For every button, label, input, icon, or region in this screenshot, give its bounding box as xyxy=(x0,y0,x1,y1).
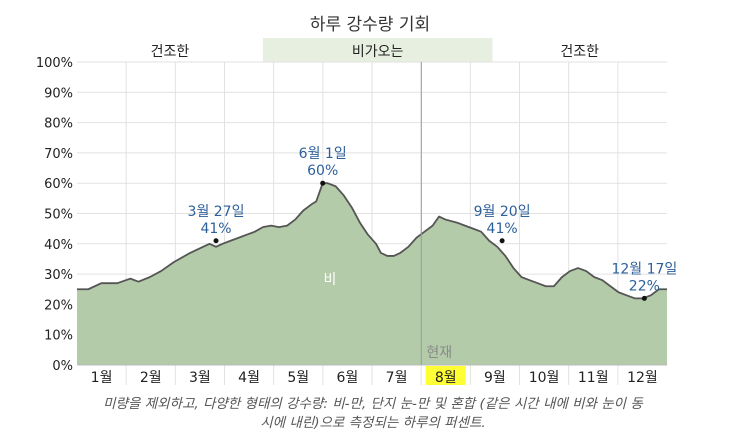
x-tick-3: 4월 xyxy=(238,370,260,386)
season-band-1 xyxy=(262,38,493,62)
x-tick-0: 1월 xyxy=(91,370,113,386)
annotation-value-3: 22% xyxy=(629,278,660,294)
y-axis: 0% 10% 20% 30% 40% 50% 60% 70% 80% 90% 100% xyxy=(36,56,73,374)
annotation-date-1: 6월 1일 xyxy=(299,146,347,162)
y-tick-4: 40% xyxy=(44,238,73,253)
area-series: 비현재 xyxy=(77,62,667,366)
y-tick-2: 20% xyxy=(44,298,73,313)
annotation-date-2: 9월 20일 xyxy=(474,204,531,220)
caption-line-1: 시에 내린)으로 측정되는 하루의 퍼센트. xyxy=(260,415,485,431)
season-bands: 건조한 비가오는 건조한 xyxy=(151,38,599,62)
y-tick-7: 70% xyxy=(44,147,73,162)
annotation-date-3: 12월 17일 xyxy=(611,261,677,277)
x-tick-6: 7월 xyxy=(386,370,408,386)
annotation-point-2 xyxy=(499,238,505,244)
current-label: 현재 xyxy=(426,345,452,361)
annotation-value-0: 41% xyxy=(200,221,231,237)
x-tick-2: 3월 xyxy=(189,370,211,386)
annotation-point-3 xyxy=(641,295,647,301)
season-label-0: 건조한 xyxy=(151,44,190,60)
annotation-value-1: 60% xyxy=(307,163,338,179)
season-label-2: 건조한 xyxy=(560,44,599,60)
series-label: 비 xyxy=(324,272,337,288)
chart-title: 하루 강수량 기회 xyxy=(310,15,430,35)
x-tick-1: 2월 xyxy=(140,370,162,386)
annotation-value-2: 41% xyxy=(487,221,518,237)
x-tick-9: 10월 xyxy=(529,370,560,386)
x-axis: 1월 2월 3월 4월 5월 6월 7월 8월 9월 10월 11월 12월 xyxy=(91,366,658,386)
area-fill xyxy=(77,183,667,365)
current-month-highlight xyxy=(425,366,466,385)
x-tick-4: 5월 xyxy=(287,370,309,386)
y-tick-9: 90% xyxy=(44,86,73,101)
y-tick-3: 30% xyxy=(44,268,73,283)
y-tick-5: 50% xyxy=(44,208,73,223)
x-tick-11: 12월 xyxy=(627,370,658,386)
annotation-point-0 xyxy=(213,238,219,244)
season-label-1: 비가오는 xyxy=(352,44,404,60)
x-tick-10: 11월 xyxy=(578,370,609,386)
y-tick-8: 80% xyxy=(44,117,73,132)
y-tick-10: 100% xyxy=(36,56,73,71)
annotation-date-0: 3월 27일 xyxy=(188,204,245,220)
x-tick-7: 8월 xyxy=(435,370,457,386)
annotation-point-1 xyxy=(320,180,326,186)
x-tick-5: 6월 xyxy=(337,370,359,386)
y-tick-6: 60% xyxy=(44,177,73,192)
chart-caption: 미량을 제외하고, 다양한 형태의 강수량: 비-만, 단지 눈-만 및 혼합 … xyxy=(103,396,644,431)
area-line xyxy=(77,182,667,300)
y-tick-1: 10% xyxy=(44,329,73,344)
x-tick-8: 9월 xyxy=(484,370,506,386)
caption-line-0: 미량을 제외하고, 다양한 형태의 강수량: 비-만, 단지 눈-만 및 혼합 … xyxy=(103,396,644,412)
y-tick-0: 0% xyxy=(52,359,73,374)
